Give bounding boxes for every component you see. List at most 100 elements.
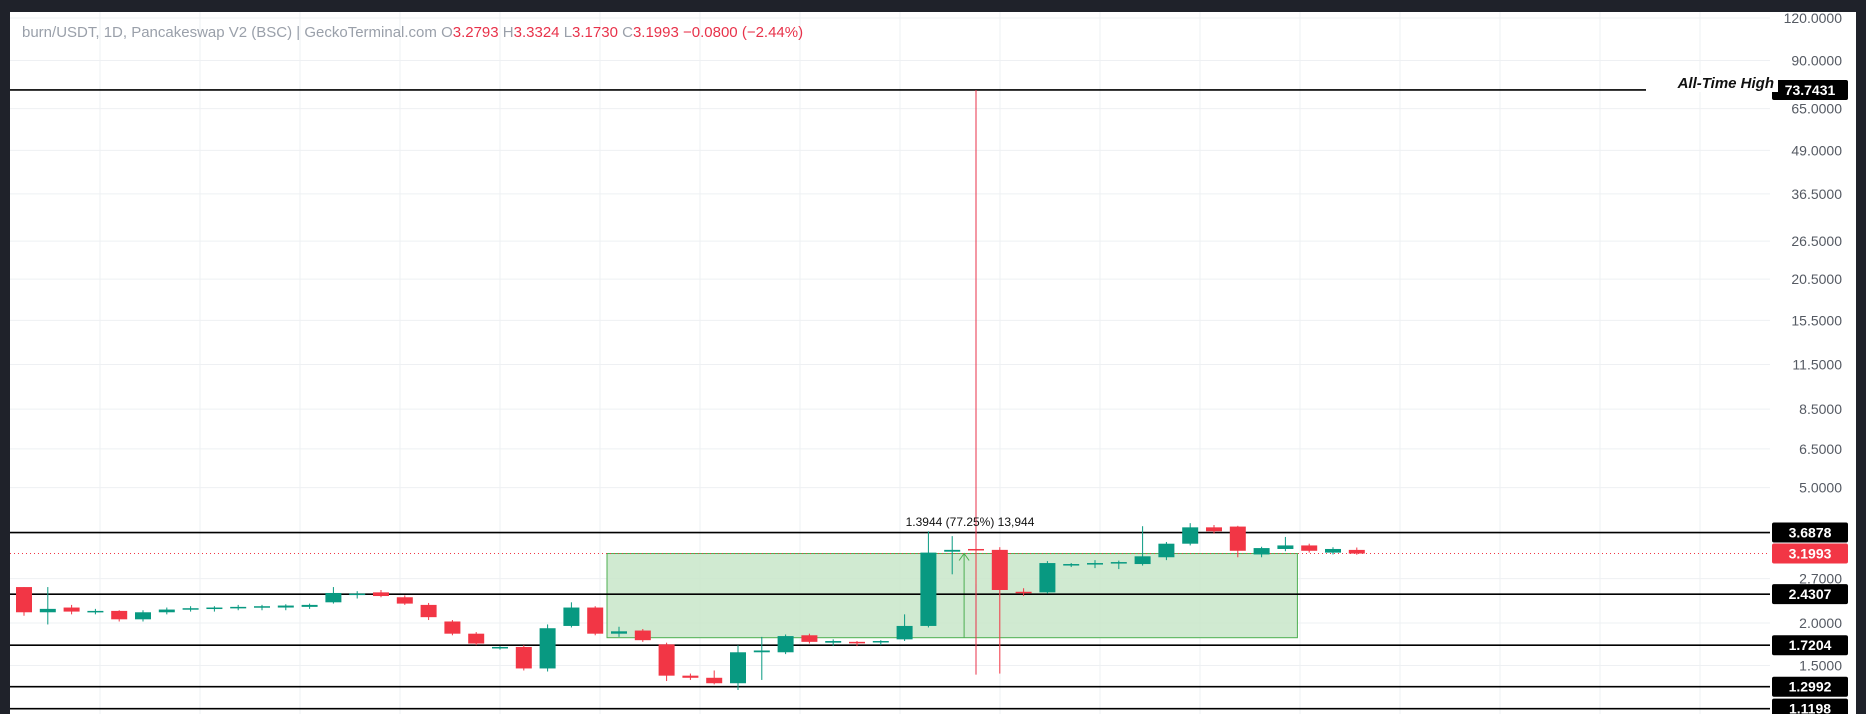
candle-body [182,608,199,610]
candle-body [16,587,32,613]
candle-body [515,646,532,669]
price-level-tag-label: 1.1198 [1789,701,1831,714]
candle-body [658,644,675,676]
candle-body [1087,563,1103,565]
price-level-tag-label: 1.2992 [1789,679,1832,695]
candle-body [277,605,294,608]
candle-body [254,606,270,608]
candle-body [87,610,104,613]
chart-panel[interactable]: 120.0000 90.0000 65.0000 49.0000 36.5000 26.5… [10,12,1856,714]
candle-body [1039,563,1056,593]
price-level-tag-label: 73.7431 [1785,82,1836,98]
measure-arrow-head [958,552,970,561]
candle-body [944,549,961,552]
candle-body [563,607,580,626]
last-price-tag-label: 3.1993 [1789,546,1832,562]
candle-body [468,633,485,644]
candlestick-chart[interactable]: 120.0000 90.0000 65.0000 49.0000 36.5000 26.5… [10,12,1856,714]
y-tick-label: 11.5000 [1792,357,1842,373]
candle-body [611,631,627,634]
candle-body [1348,549,1365,554]
candle-body [206,607,223,610]
candle-body [301,604,318,607]
price-level-tag-label: 1.7204 [1789,637,1832,653]
candle-body [1301,545,1318,551]
close-label: C [622,24,633,41]
candle-body [111,610,128,620]
candle-body [63,607,80,612]
candle-body [634,630,651,641]
candle-body [1134,556,1151,565]
y-tick-label: 65.0000 [1791,101,1842,117]
candle-body [1158,543,1175,558]
candle-body [1182,527,1199,544]
price-level-tag [1772,584,1848,605]
candle-body [492,646,508,649]
candle-body [325,592,342,603]
candle-body [753,650,770,653]
price-level-tag [1772,676,1848,697]
candle-body [135,612,151,620]
price-level-tag [1772,522,1848,543]
candle-body [539,628,556,669]
price-level-tag [1772,79,1848,100]
symbol-label: burn/USDT, 1D, Pancakeswap V2 (BSC) | Ge… [22,24,437,41]
y-tick-label: 49.0000 [1791,142,1842,158]
y-tick-label: 20.5000 [1791,271,1842,287]
candle-body [968,548,984,551]
y-tick-label: 8.5000 [1799,401,1842,417]
price-level-tag-label: 3.6878 [1789,525,1832,541]
y-tick-label: 1.5000 [1799,657,1842,673]
candle-body [396,597,413,604]
y-tick-label: 5.0000 [1799,480,1842,496]
open-value: 3.2793 [452,24,499,41]
candle-body [682,675,699,678]
candle-body [991,549,1008,590]
candle-body [373,592,389,597]
candle-body [730,652,746,684]
candle-body [39,608,56,613]
candle-body [801,635,818,642]
candle-body [1206,527,1222,532]
candle-body [777,636,794,653]
last-price-tag [1772,543,1848,564]
candle-body [1063,564,1080,566]
low-value: 3.1730 [572,24,618,41]
candle-body [587,607,604,634]
candle-body [230,606,247,609]
change-value: −0.0800 (−2.44%) [683,24,804,41]
chart-header: burn/USDT, 1D, Pancakeswap V2 (BSC) | Ge… [22,24,803,41]
price-level-tag [1772,698,1848,714]
y-tick-label: 2.0000 [1799,615,1842,631]
open-label: O [441,24,453,41]
candle-body [1277,545,1294,549]
candle-body [1110,562,1127,564]
candle-body [706,677,723,684]
y-tick-label: 90.0000 [1791,53,1842,69]
y-tick-label: 15.5000 [1791,312,1842,328]
high-label: H [502,24,514,41]
candle-body [920,552,937,626]
y-tick-label: 120.0000 [1784,12,1843,26]
y-tick-label: 26.5000 [1791,233,1842,249]
candle-body [1325,548,1341,553]
price-level-tag [1772,635,1848,656]
candle-body [1229,526,1246,551]
high-value: 3.3324 [513,24,560,41]
price-level-tag-label: 2.4307 [1789,586,1832,602]
y-tick-label: 36.5000 [1791,186,1842,202]
candle-body [444,621,461,634]
candle-body [849,641,865,644]
candle-body [349,593,366,596]
candle-body [1015,591,1032,594]
candle-body [825,641,842,643]
candle-body [1253,548,1270,555]
measure-label: 1.3944 (77.25%) 13,944 [905,515,1035,529]
low-label: L [563,24,573,41]
y-tick-label: 2.7000 [1799,571,1842,587]
candle-body [896,625,913,640]
all-time-high-label: All-Time High [1646,75,1778,92]
candle-body [420,604,437,618]
close-value: 3.1993 [632,24,679,41]
candle-body [872,641,889,643]
